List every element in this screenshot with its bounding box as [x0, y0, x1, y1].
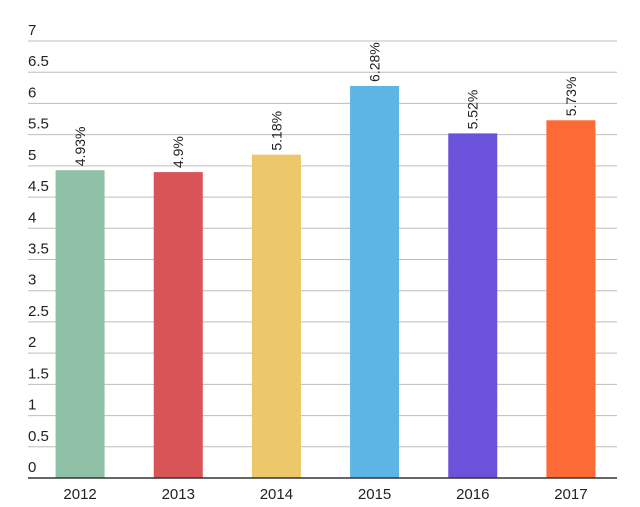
x-tick-label: 2017	[554, 486, 587, 503]
bar-2016	[448, 133, 498, 478]
y-tick-label: 3	[28, 272, 36, 289]
bar-2013	[153, 172, 203, 478]
y-tick-label: 6.5	[28, 53, 49, 70]
y-tick-label: 2.5	[28, 303, 49, 320]
x-axis-ticks: 2012 2013 2014 2015 2016 2017	[63, 486, 587, 503]
y-tick-label: 0.5	[28, 428, 49, 445]
data-label-2014: 5.18%	[268, 111, 284, 151]
y-tick-label: 5.5	[28, 116, 49, 133]
x-tick-label: 2012	[63, 486, 96, 503]
y-axis-ticks: 0 0.5 1 1.5 2 2.5 3 3.5 4 4.5 5 5.5 6 6.5 7	[28, 22, 49, 476]
x-tick-label: 2016	[456, 486, 489, 503]
y-tick-label: 7	[28, 22, 36, 39]
y-tick-label: 1.5	[28, 365, 49, 382]
bar-2014	[251, 154, 301, 478]
gridlines	[28, 40, 617, 448]
y-tick-label: 2	[28, 334, 36, 351]
x-tick-label: 2014	[260, 486, 293, 503]
data-label-2015: 6.28%	[367, 42, 383, 82]
y-tick-label: 6	[28, 84, 36, 101]
data-label-2013: 4.9%	[170, 136, 186, 168]
y-tick-label: 4.5	[28, 178, 49, 195]
data-labels: 4.93% 4.9% 5.18% 6.28% 5.52% 5.73%	[72, 42, 579, 168]
data-label-2017: 5.73%	[563, 77, 579, 117]
x-tick-label: 2013	[162, 486, 195, 503]
data-label-2016: 5.52%	[465, 90, 481, 130]
y-tick-label: 0	[28, 459, 36, 476]
x-tick-label: 2015	[358, 486, 391, 503]
y-tick-label: 5	[28, 147, 36, 164]
y-tick-label: 1	[28, 397, 36, 414]
bar-2012	[55, 170, 105, 478]
data-label-2012: 4.93%	[72, 127, 88, 167]
y-tick-label: 3.5	[28, 241, 49, 258]
bar-2017	[546, 120, 596, 478]
bar-2015	[350, 85, 400, 478]
bars	[55, 85, 596, 478]
y-tick-label: 4	[28, 209, 36, 226]
